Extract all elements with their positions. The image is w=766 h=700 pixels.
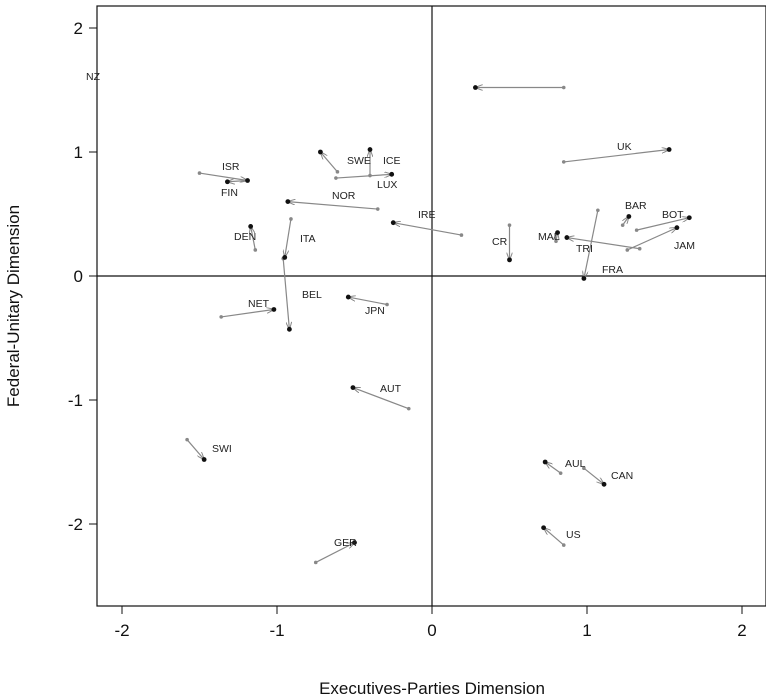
x-tick-label: -1 <box>269 621 284 640</box>
point-fra <box>581 276 587 281</box>
point-jpn <box>345 294 351 300</box>
arrow-can <box>583 467 604 484</box>
point-bel <box>287 326 292 332</box>
point-swe <box>318 149 323 155</box>
arrow-tri <box>567 238 640 250</box>
label-bot: BOT <box>662 209 684 221</box>
label-den: DEN <box>234 231 256 243</box>
point-ger <box>352 540 357 545</box>
label-nz: NZ <box>86 71 101 83</box>
point-mal <box>555 230 560 236</box>
arrow-jam <box>627 228 677 251</box>
arrow-us <box>544 528 565 546</box>
point-nz <box>473 85 478 90</box>
point-ita <box>282 255 288 260</box>
label-aul: AUL <box>565 458 586 470</box>
label-mal: MAL <box>538 231 560 243</box>
arrow-net <box>221 309 274 318</box>
x-tick-label: 0 <box>427 621 436 640</box>
x-tick-label: 2 <box>737 621 746 640</box>
point-layer <box>201 85 692 545</box>
point-aut <box>350 385 356 390</box>
arrow-nor <box>288 202 378 210</box>
label-ita: ITA <box>300 233 316 245</box>
y-axis-title: Federal-Unitary Dimension <box>4 205 23 407</box>
y-axis: 2 1 0 -1 -2 <box>68 19 97 534</box>
label-tri: TRI <box>576 243 593 255</box>
label-nor: NOR <box>332 190 356 202</box>
label-ice: ICE <box>383 155 401 167</box>
arrow-fin <box>227 181 248 182</box>
y-tick-label: 0 <box>74 267 83 286</box>
y-tick-label: -2 <box>68 515 83 534</box>
point-bar <box>626 214 632 219</box>
point-ire <box>390 220 396 226</box>
arrow-bot <box>636 218 690 231</box>
point-lux <box>389 171 395 177</box>
label-isr: ISR <box>222 161 240 173</box>
point-nor <box>285 199 291 205</box>
point-net <box>271 307 277 312</box>
arrow-aul <box>545 462 562 474</box>
label-fin: FIN <box>221 187 238 199</box>
label-jpn: JPN <box>365 305 385 317</box>
x-axis-title: Executives-Parties Dimension <box>319 679 545 698</box>
arrow-uk <box>563 150 669 163</box>
label-cr: CR <box>492 236 508 248</box>
label-ire: IRE <box>418 209 436 221</box>
arrow-aut <box>353 388 409 410</box>
point-us <box>541 525 546 531</box>
label-swe: SWE <box>347 155 371 167</box>
point-den <box>248 224 254 229</box>
arrow-start-net <box>219 315 223 319</box>
arrow-isr <box>199 172 248 180</box>
label-us: US <box>566 529 581 541</box>
label-ger: GER <box>334 537 357 549</box>
point-fin <box>225 179 230 185</box>
point-aul <box>542 459 548 465</box>
x-tick-label: -2 <box>114 621 129 640</box>
label-aut: AUT <box>380 383 402 395</box>
x-axis: -2 -1 0 1 2 <box>114 606 747 640</box>
point-can <box>601 481 607 487</box>
label-bar: BAR <box>625 200 647 212</box>
label-net: NET <box>248 298 270 310</box>
point-tri <box>564 235 570 240</box>
label-jam: JAM <box>674 240 695 252</box>
arrow-ita <box>285 218 292 257</box>
point-cr <box>507 257 512 263</box>
point-ice <box>367 147 373 152</box>
label-uk: UK <box>617 141 632 153</box>
y-tick-label: 1 <box>74 143 83 162</box>
arrow-start-jpn <box>385 302 389 307</box>
arrow-den <box>251 226 256 251</box>
label-fra: FRA <box>602 264 623 276</box>
point-isr <box>245 178 250 183</box>
point-uk <box>666 147 672 152</box>
arrow-lux <box>335 174 392 179</box>
arrow-layer <box>185 86 689 565</box>
label-lux: LUX <box>377 179 397 191</box>
arrow-fra <box>584 210 599 278</box>
arrow-ger <box>315 543 355 563</box>
reference-lines <box>97 6 766 606</box>
y-tick-label: 2 <box>74 19 83 38</box>
label-bel: BEL <box>302 289 322 301</box>
y-tick-label: -1 <box>68 391 83 410</box>
point-jam <box>674 225 680 231</box>
arrow-swi <box>186 439 204 460</box>
label-layer: NZ UK ISR FIN SWE ICE LUX NOR IRE DEN ITA BEL CR MAL T… <box>86 71 695 549</box>
point-bot <box>686 215 692 221</box>
arrow-swe <box>320 152 338 173</box>
arrow-ire <box>393 223 462 236</box>
label-can: CAN <box>611 470 633 482</box>
arrow-bel <box>282 258 289 330</box>
x-tick-label: 1 <box>582 621 591 640</box>
arrow-jpn <box>348 297 388 306</box>
point-swi <box>201 457 207 462</box>
label-swi: SWI <box>212 443 232 455</box>
